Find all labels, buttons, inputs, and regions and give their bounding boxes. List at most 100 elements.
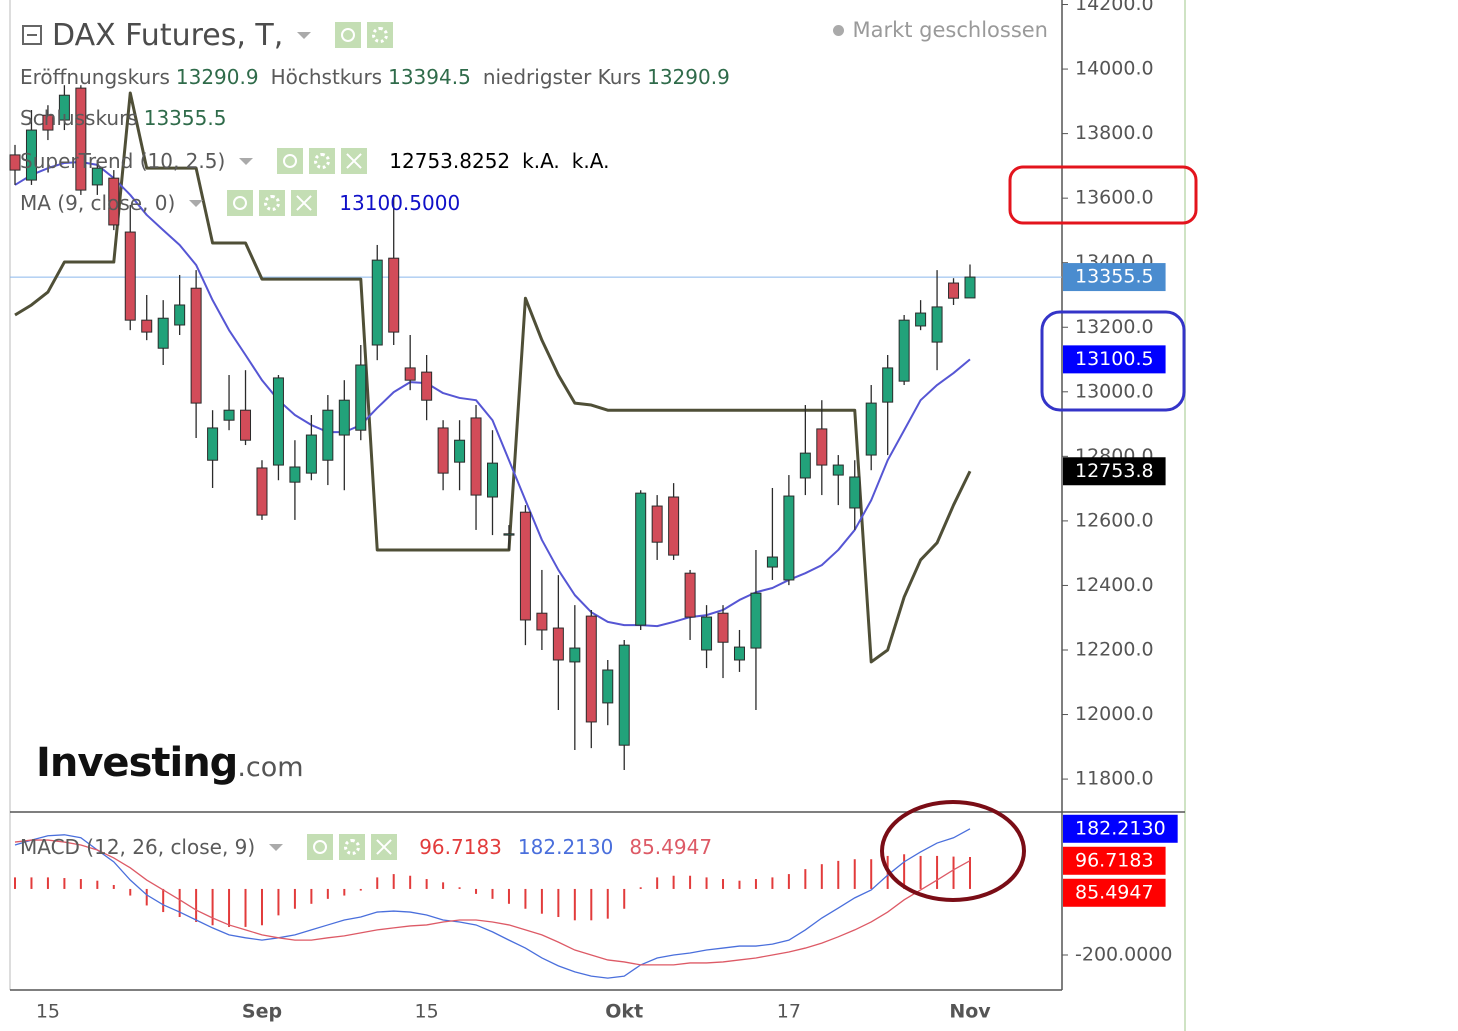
legend-value: 13290.9 <box>175 65 259 89</box>
candle-body <box>289 466 301 483</box>
candle-body <box>305 434 317 474</box>
candle-body <box>618 644 630 746</box>
indicator-name: MA (9, close, 0) <box>20 191 176 215</box>
remove-icon[interactable] <box>371 834 398 860</box>
dropdown[interactable] <box>269 843 284 851</box>
indicator-row: MA (9, close, 0) 13100.5000 <box>20 188 460 218</box>
visibility-icon[interactable] <box>307 834 334 860</box>
candle-body <box>915 312 927 327</box>
candle-layer <box>9 85 976 771</box>
indicator-value: 13100.5000 <box>339 191 461 215</box>
axis-marker-label: 85.4947 <box>1075 881 1154 903</box>
y-tick-label: 11800.0 <box>1075 768 1154 790</box>
candle-body <box>766 556 778 568</box>
watermark: Investing.com <box>36 740 304 786</box>
candle-body <box>437 427 449 474</box>
candle-body <box>42 114 54 131</box>
indicator-value: k.A. <box>571 149 610 173</box>
x-tick-label: Nov <box>949 1001 991 1023</box>
macd-value: 96.7183 <box>419 835 502 859</box>
settings-icon[interactable] <box>339 834 366 860</box>
candle-body <box>272 377 284 466</box>
candle-body <box>470 417 482 496</box>
candle-body <box>157 317 169 349</box>
dropdown[interactable] <box>297 31 312 39</box>
visibility-icon[interactable] <box>227 190 254 216</box>
x-tick-label: Sep <box>242 1001 282 1023</box>
indicator-name: SuperTrend (10, 2.5) <box>20 149 226 173</box>
macd-line <box>14 839 971 966</box>
candle-body <box>58 94 70 121</box>
axis-marker: 85.4947 <box>1063 878 1166 907</box>
candle-body <box>322 409 334 461</box>
candle-body <box>108 177 120 226</box>
y-tick-label: 12000.0 <box>1075 703 1154 725</box>
y-tick-label: 12600.0 <box>1075 509 1154 531</box>
status-text: Markt geschlossen <box>852 18 1048 42</box>
visibility-icon[interactable] <box>277 148 304 174</box>
candle-body <box>964 276 976 299</box>
y-tick-label: 14200.0 <box>1075 0 1154 15</box>
candle-body <box>816 428 828 466</box>
candle-body <box>536 612 548 631</box>
candle-body <box>9 154 21 171</box>
candle-body <box>684 572 696 618</box>
candle-body <box>635 492 647 626</box>
y-tick-label: 12200.0 <box>1075 638 1154 660</box>
axis-marker-box <box>1063 814 1178 843</box>
visibility-icon[interactable] <box>335 22 362 48</box>
candle-body <box>865 402 877 456</box>
axis-marker-box <box>1063 878 1166 907</box>
candle-body <box>240 409 252 441</box>
candle-body <box>487 462 498 498</box>
legend-value: 13290.9 <box>647 65 730 89</box>
candle-body <box>882 367 894 403</box>
macd-value: 182.2130 <box>517 835 614 859</box>
candle-body <box>717 612 729 643</box>
axis-marker-box <box>1063 846 1166 875</box>
candle-body <box>585 615 597 723</box>
candle-body <box>25 129 37 181</box>
candle-body <box>207 427 219 461</box>
candle-body <box>503 533 515 536</box>
macd-value: 85.4947 <box>629 835 713 859</box>
plot-layer <box>10 91 1062 979</box>
settings-icon[interactable] <box>259 190 286 216</box>
legend-label: Eröffnungskurs <box>20 65 170 89</box>
axis-marker-box <box>1063 263 1166 292</box>
ohlc-legend: Eröffnungskurs 13290.9 Höchstkurs 13394.5 ni… <box>20 62 820 133</box>
y-tick-label: -200.0000 <box>1075 943 1173 965</box>
axis-marker: 96.7183 <box>1063 846 1166 875</box>
legend-item: Höchstkurs 13394.5 <box>271 62 471 92</box>
candle-body <box>832 464 844 476</box>
indicator-line <box>14 161 971 628</box>
axis-marker-label: 96.7183 <box>1075 849 1154 871</box>
watermark-brand: Investing <box>36 740 238 786</box>
settings-icon[interactable] <box>309 148 336 174</box>
macd-values: 96.7183 182.2130 85.4947 <box>403 835 712 859</box>
remove-icon[interactable] <box>291 190 318 216</box>
candle-body <box>931 306 943 343</box>
candle-body <box>421 371 433 401</box>
indicator-line <box>14 91 972 664</box>
indicator-row: SuperTrend (10, 2.5) 12753.8252 k.A. k.A. <box>20 146 609 176</box>
x-tick-label: 17 <box>777 1001 801 1023</box>
settings-icon[interactable] <box>367 22 394 48</box>
collapse-button[interactable] <box>22 25 42 45</box>
candle-body <box>701 616 713 651</box>
dropdown[interactable] <box>189 199 204 207</box>
candle-body <box>750 592 762 649</box>
candle-body <box>733 646 745 661</box>
candle-body <box>223 409 235 421</box>
y-tick-label: 13600.0 <box>1075 187 1154 209</box>
axis-marker: 13100.5 <box>1063 345 1166 374</box>
remove-icon[interactable] <box>341 148 368 174</box>
candle-body <box>355 364 367 431</box>
candle-body <box>190 287 202 404</box>
legend-item: Schlusskurs 13355.5 <box>20 103 226 133</box>
dropdown[interactable] <box>239 157 254 165</box>
candle-body <box>668 496 680 556</box>
candle-body <box>388 257 400 333</box>
axis-layer: 11800.012000.012200.012400.012600.012800… <box>36 0 1178 1023</box>
